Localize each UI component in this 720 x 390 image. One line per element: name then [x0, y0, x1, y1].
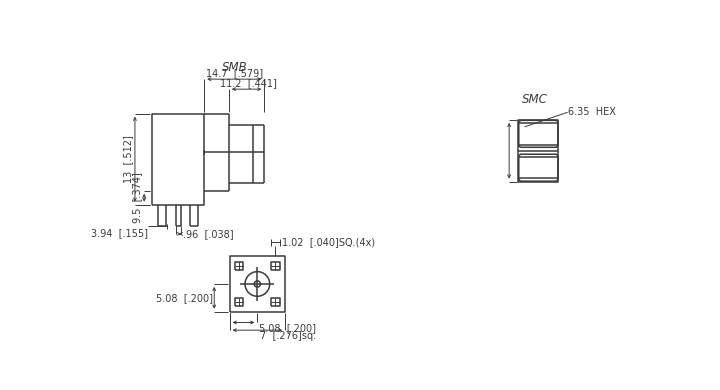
Text: 11.2  [.441]: 11.2 [.441] [220, 78, 276, 88]
Text: 1.02  [.040]SQ.(4x): 1.02 [.040]SQ.(4x) [282, 238, 375, 247]
Text: SMC: SMC [521, 93, 547, 106]
Text: 3.94  [.155]: 3.94 [.155] [91, 228, 148, 238]
Text: 13  [.512]: 13 [.512] [122, 135, 132, 183]
Text: 14.7  [.579]: 14.7 [.579] [206, 67, 263, 78]
Text: SMB: SMB [222, 61, 247, 74]
Text: 5.08  [.200]: 5.08 [.200] [259, 323, 316, 333]
Text: 9.5  [.374]: 9.5 [.374] [132, 172, 142, 223]
Text: 6.35  HEX: 6.35 HEX [568, 107, 616, 117]
Text: .96  [.038]: .96 [.038] [184, 229, 234, 239]
Text: 7  [.276]sq.: 7 [.276]sq. [261, 331, 317, 341]
Text: 5.08  [.200]: 5.08 [.200] [156, 293, 212, 303]
